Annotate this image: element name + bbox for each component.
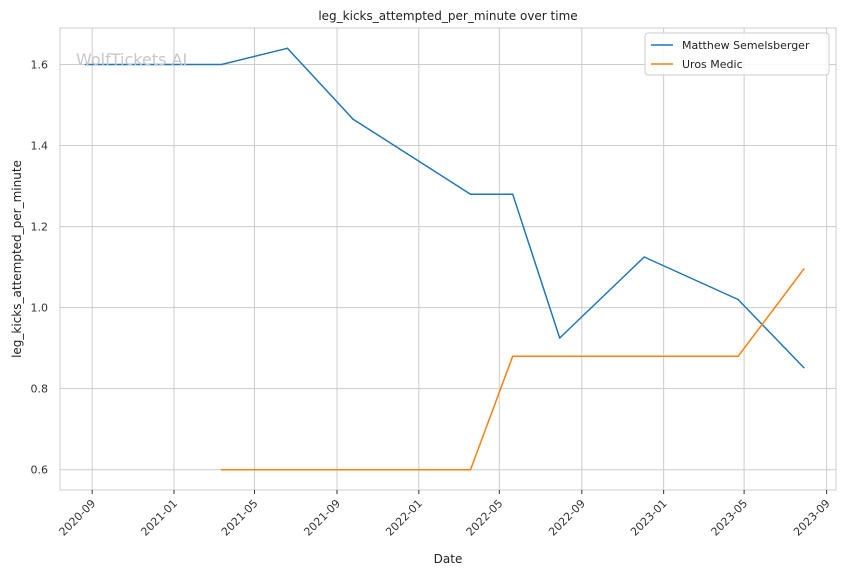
data-point bbox=[643, 256, 645, 258]
series-line-1 bbox=[85, 47, 805, 369]
data-point bbox=[511, 193, 514, 195]
data-point bbox=[286, 47, 289, 50]
data-point bbox=[220, 468, 223, 471]
data-point bbox=[469, 193, 472, 195]
y-tick-label: 0.6 bbox=[31, 464, 49, 477]
data-point bbox=[803, 268, 805, 270]
data-point bbox=[511, 355, 514, 358]
x-axis-label: Date bbox=[434, 552, 463, 566]
data-point bbox=[352, 118, 354, 120]
data-point bbox=[220, 63, 223, 66]
y-axis-ticks: 0.6 0.8 1.0 1.2 1.4 1.6 bbox=[31, 58, 49, 476]
y-tick-label: 1.0 bbox=[31, 302, 49, 315]
data-point bbox=[469, 468, 472, 471]
legend: Matthew Semelsberger Uros Medic bbox=[644, 32, 830, 76]
y-tick-label: 1.6 bbox=[31, 58, 49, 71]
y-tick-label: 1.2 bbox=[31, 221, 49, 234]
data-point bbox=[558, 337, 561, 339]
series-lines bbox=[84, 47, 805, 471]
y-tick-label: 0.8 bbox=[31, 383, 49, 396]
legend-label: Uros Medic bbox=[682, 58, 743, 71]
data-point bbox=[737, 355, 739, 358]
data-point bbox=[737, 298, 739, 301]
data-point bbox=[84, 63, 87, 66]
y-axis-label: leg_kicks_attempted_per_minute bbox=[10, 160, 24, 358]
watermark: WolfTickets AI bbox=[76, 50, 187, 69]
gridlines bbox=[60, 28, 836, 490]
legend-label: Matthew Semelsberger bbox=[682, 39, 810, 52]
y-tick-label: 1.4 bbox=[31, 140, 49, 153]
data-point bbox=[803, 366, 805, 369]
legend-box bbox=[644, 32, 830, 76]
chart-title: leg_kicks_attempted_per_minute over time bbox=[318, 9, 577, 23]
plot-frame bbox=[59, 27, 837, 491]
